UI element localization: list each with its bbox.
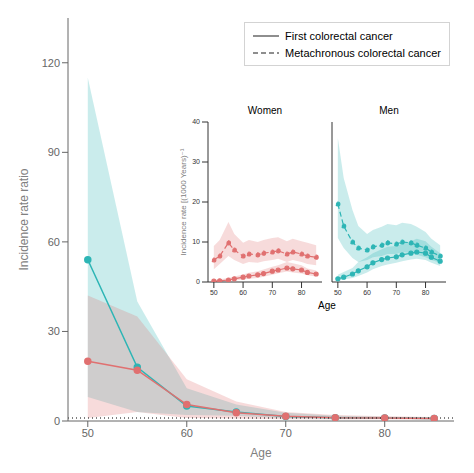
svg-text:Age: Age <box>250 446 272 460</box>
svg-text:30: 30 <box>48 325 60 337</box>
svg-text:70: 70 <box>268 289 276 296</box>
svg-text:80: 80 <box>298 289 306 296</box>
svg-text:60: 60 <box>48 236 60 248</box>
html-text:Men: Men <box>379 105 399 116</box>
svg-text:30: 30 <box>192 158 200 165</box>
html-text:Age: Age <box>318 300 336 311</box>
svg-text:80: 80 <box>422 289 430 296</box>
svg-text:Incidence rate ratio: Incidence rate ratio <box>17 168 31 270</box>
svg-text:50: 50 <box>82 427 94 439</box>
html-text:Metachronous colorectal cancer: Metachronous colorectal cancer <box>285 46 441 59</box>
svg-text:Incidence rate [(1000 Years)⁻¹: Incidence rate [(1000 Years)⁻¹ <box>179 148 188 255</box>
svg-text:90: 90 <box>48 146 60 158</box>
svg-text:60: 60 <box>181 427 193 439</box>
svg-text:50: 50 <box>334 289 342 296</box>
svg-text:60: 60 <box>363 289 371 296</box>
svg-text:0: 0 <box>54 415 60 427</box>
svg-text:70: 70 <box>280 427 292 439</box>
svg-text:50: 50 <box>210 289 218 296</box>
svg-text:80: 80 <box>379 427 391 439</box>
svg-text:120: 120 <box>42 57 60 69</box>
svg-text:20: 20 <box>192 198 200 205</box>
html-text:First colorectal cancer: First colorectal cancer <box>285 29 393 42</box>
svg-text:0: 0 <box>196 278 200 285</box>
svg-text:10: 10 <box>192 238 200 245</box>
html-text:Women: Women <box>247 105 283 116</box>
svg-text:70: 70 <box>392 289 400 296</box>
svg-text:60: 60 <box>239 289 247 296</box>
svg-text:40: 40 <box>192 118 200 125</box>
